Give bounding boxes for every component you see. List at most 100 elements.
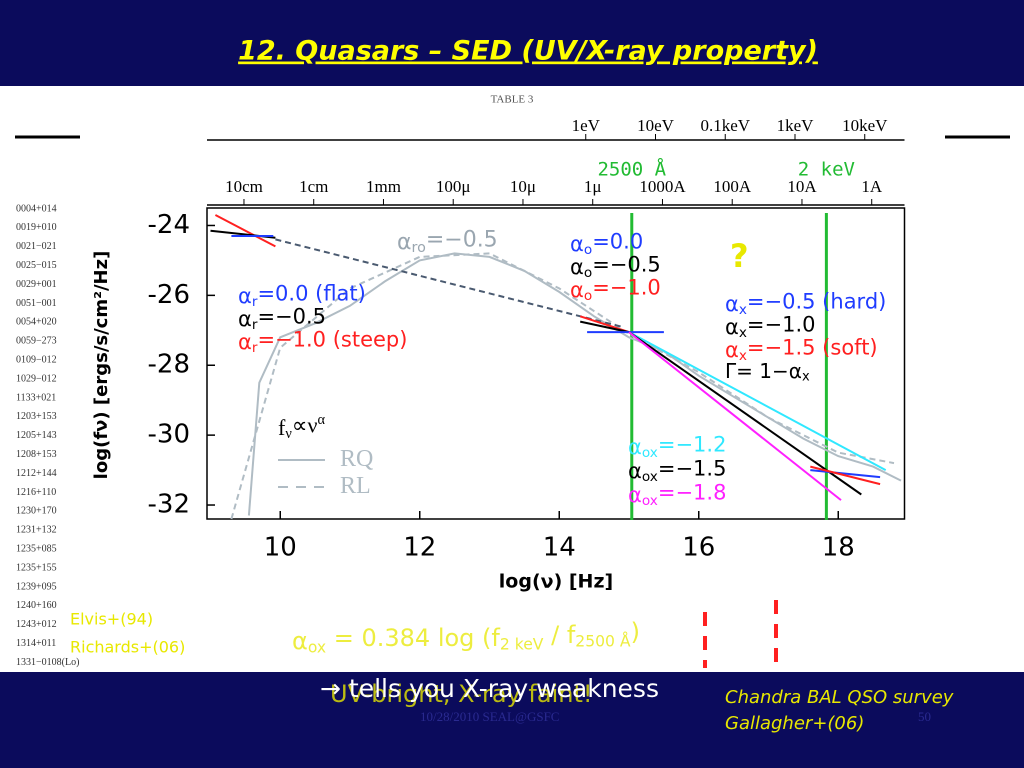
subscript: x [739, 302, 747, 318]
subscript: o [584, 265, 592, 281]
y-tick-label: -24 [148, 210, 190, 240]
survey: Chandra BAL QSO survey [725, 687, 954, 708]
reference: Richards+(06) [70, 638, 185, 657]
series-line [230, 252, 895, 520]
annotation: αx=−1.5 (soft) [725, 335, 878, 363]
subscript: x [739, 348, 747, 364]
text-part: α [238, 307, 252, 331]
text-part: RL [340, 473, 371, 499]
table-row-id: 0029+001 [16, 279, 57, 290]
wavelength-tick-label: 10A [787, 177, 817, 196]
reference-label: 2 keV [798, 159, 855, 181]
reference: Elvis+(94) [70, 610, 153, 629]
subscript: ν [285, 426, 292, 442]
wavelength-tick-label: 1000A [639, 177, 686, 196]
annotation: αox=−1.2 [628, 432, 726, 460]
formula: αox = 0.384 log (f2 keV / f2500 Å) [292, 618, 640, 656]
table-row-id: 1208+153 [16, 449, 57, 460]
text-part: ? [730, 237, 749, 275]
text-part: Γ= 1−α [725, 359, 802, 383]
series-line [628, 331, 842, 501]
table-row-id: 1212+144 [16, 468, 57, 479]
subscript: o [584, 288, 592, 304]
text-part: α [570, 232, 584, 256]
text-part: =−1.0 [592, 275, 661, 299]
annotation: RL [340, 473, 371, 499]
table-row-id: 0059−273 [16, 336, 57, 347]
text-part: α [397, 230, 412, 255]
table-row-id: 1314+011 [16, 638, 56, 649]
x-axis-label: log(ν) [Hz] [499, 571, 613, 593]
subscript: x [739, 325, 747, 341]
reference-label: 2500 Å [597, 158, 666, 181]
table-row-id: 0019+010 [16, 222, 57, 233]
table-row-id: 1243+012 [16, 619, 57, 630]
annotation: αo=−1.0 [570, 275, 661, 303]
table-row-id: 0054+020 [16, 317, 57, 328]
text-part: α [238, 330, 252, 354]
annotation: αr=−0.5 [238, 304, 326, 332]
table-row-id: 1216+110 [16, 487, 56, 498]
series-line [247, 252, 902, 516]
subscript: ox [642, 493, 658, 509]
annotation: αx=−1.0 [725, 312, 816, 340]
text-part: α [570, 278, 584, 302]
text-part: =0.0 [592, 229, 643, 253]
table-row-id: 1331−0108(Lo) [16, 657, 79, 668]
annotation: αo=0.0 [570, 229, 643, 257]
plot-frame [206, 207, 906, 520]
text-part: α [725, 338, 739, 362]
text-part: f [278, 415, 286, 440]
wavelength-tick-label: 1mm [366, 177, 401, 196]
y-axis-label: log(fν) [ergs/s/cm²/Hz] [91, 251, 112, 480]
conclusion: → tells you X-ray weakness [320, 674, 659, 703]
x-tick-label: 14 [543, 533, 576, 563]
subscript: r [252, 340, 258, 356]
table-row-id: 1235+155 [16, 562, 57, 573]
slide-title: 12. Quasars – SED (UV/X-ray property) [238, 36, 818, 67]
table-row-id: 0109−012 [16, 354, 57, 365]
plot-image [80, 108, 945, 600]
series-line [214, 214, 276, 248]
text-part: =−1.2 [658, 432, 727, 456]
wavelength-tick-label: 10cm [225, 177, 263, 196]
table-row-id: 1231+132 [16, 525, 57, 536]
footer: 10/28/2010 SEAL@GSFC [420, 709, 559, 724]
table-row-id: 1203+153 [16, 411, 57, 422]
wavelength-tick-label: 10μ [510, 177, 536, 196]
text-part: =−1.8 [658, 480, 727, 504]
table-row-id: 1239+095 [16, 581, 57, 592]
subscript: ox [642, 469, 658, 485]
annotation: ? [730, 237, 749, 275]
wavelength-tick-label: 1A [861, 177, 883, 196]
table-rows: 0004+014 0019+010 0021−021 0025−015 0029+001… [16, 203, 79, 668]
annotation: RQ [340, 446, 373, 472]
subscript: x [802, 369, 810, 384]
text-part: = 0.384 log (f [326, 624, 500, 652]
series-line [628, 331, 862, 496]
text-part: =−1.0 (steep) [257, 327, 407, 351]
text-part: α [570, 255, 584, 279]
y-tick-label: -26 [148, 280, 190, 310]
wavelength-tick-label: 100A [713, 177, 752, 196]
table-row-id: 1235+085 [16, 543, 57, 554]
annotation: αox=−1.5 [628, 456, 726, 484]
annotation: fν∝να [278, 412, 325, 442]
wavelength-tick-label: 1cm [299, 177, 328, 196]
text-part: ) [631, 618, 640, 646]
series-line [579, 320, 630, 334]
annotation: αr=−1.0 (steep) [238, 327, 407, 355]
wavelength-tick-label: 1μ [584, 177, 602, 196]
text-part: α [628, 459, 642, 483]
annotation: αo=−0.5 [570, 252, 661, 280]
text-part: =0.0 (flat) [257, 281, 365, 305]
text-part: =−0.5 [257, 304, 326, 328]
table-row-id: 1240+160 [16, 600, 57, 611]
subscript: ox [642, 445, 658, 461]
subscript: ox [308, 638, 326, 656]
energy-tick-label: 10eV [637, 116, 675, 135]
text-part: α [725, 292, 739, 316]
y-tick-label: -28 [148, 350, 190, 380]
energy-tick-label: 1eV [572, 116, 601, 135]
